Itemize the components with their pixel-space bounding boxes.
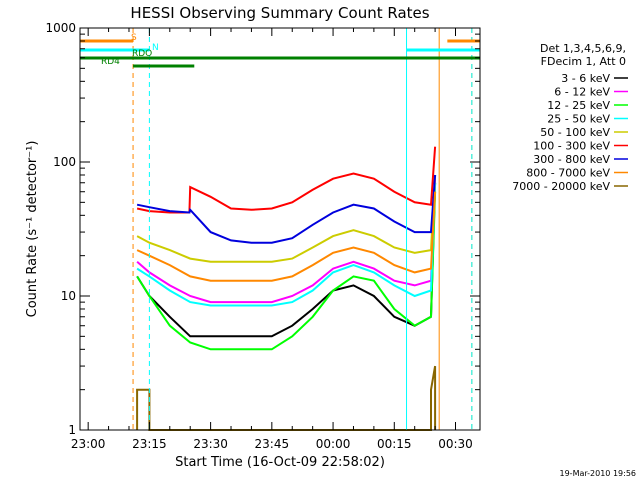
- y-tick-label: 1: [68, 423, 76, 437]
- flag-label-s: S: [131, 33, 137, 43]
- x-tick-label: 00:30: [438, 437, 473, 451]
- legend: Det 1,3,4,5,6,9,FDecim 1, Att 0 3 - 6 keV…: [512, 42, 628, 193]
- y-tick-label: 1000: [45, 21, 76, 35]
- y-tick-label: 100: [53, 155, 76, 169]
- flag-label-rd4: RD4: [101, 57, 120, 67]
- series-line-800-7000-kev: [136, 191, 437, 282]
- series-line-12-25-kev: [136, 191, 437, 351]
- x-axis-label: Start Time (16-Oct-09 22:58:02): [175, 455, 385, 470]
- vertical-marker-layer: [132, 28, 473, 430]
- timestamp: 19-Mar-2010 19:56: [560, 469, 637, 478]
- plot-frame: [79, 27, 481, 431]
- legend-label-6-12-kev: 6 - 12 keV: [554, 86, 610, 99]
- series-layer: [136, 146, 437, 431]
- legend-label-3-6-kev: 3 - 6 keV: [561, 72, 610, 85]
- y-tick-label: 10: [61, 289, 76, 303]
- flag-label-rdo: RDO: [132, 49, 152, 59]
- series-line-6-12-kev: [136, 174, 437, 304]
- legend-header-line: Det 1,3,4,5,6,9,: [540, 42, 626, 55]
- y-axis-ticks: 1 10 100 1000: [45, 21, 480, 437]
- x-tick-label: 23:45: [255, 437, 290, 451]
- legend-label-100-300-kev: 100 - 300 keV: [533, 140, 610, 153]
- x-axis-ticks: 23:00 23:15 23:30 23:45 00:00 00:15 00:30: [71, 28, 473, 451]
- series-line-3-6-kev: [136, 182, 437, 338]
- x-tick-label: 00:15: [377, 437, 412, 451]
- flag-label-n: N: [152, 43, 159, 53]
- chart-title: HESSI Observing Summary Count Rates: [130, 4, 429, 22]
- x-tick-label: 23:30: [193, 437, 228, 451]
- x-tick-label: 00:00: [316, 437, 351, 451]
- legend-label-800-7000-kev: 800 - 7000 keV: [526, 167, 610, 180]
- legend-label-25-50-kev: 25 - 50 keV: [547, 113, 610, 126]
- legend-label-7000-20000-kev: 7000 - 20000 keV: [512, 180, 610, 193]
- legend-label-12-25-kev: 12 - 25 keV: [547, 99, 610, 112]
- y-axis-label: Count Rate (s⁻¹ detector⁻¹): [25, 141, 40, 318]
- legend-label-50-100-kev: 50 - 100 keV: [540, 126, 610, 139]
- series-line-7000-20000-kev: [136, 365, 437, 431]
- series-line-100-300-kev: [136, 146, 437, 214]
- x-tick-label: 23:00: [71, 437, 106, 451]
- series-line-25-50-kev: [136, 182, 437, 307]
- series-line-50-100-kev: [136, 174, 437, 263]
- x-tick-label: 23:15: [132, 437, 167, 451]
- series-line-300-800-kev: [136, 174, 437, 244]
- legend-header-line: FDecim 1, Att 0: [541, 55, 626, 68]
- legend-label-300-800-kev: 300 - 800 keV: [533, 153, 610, 166]
